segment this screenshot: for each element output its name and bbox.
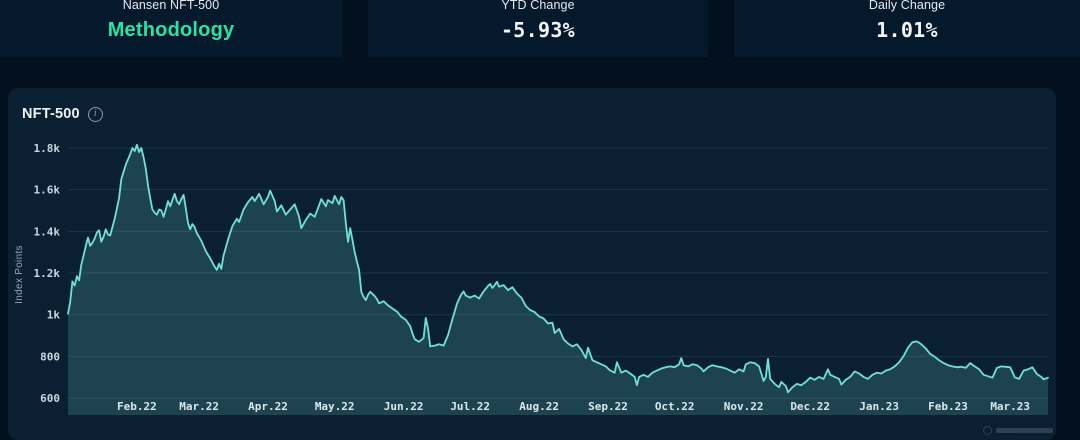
stat-card-row: Nansen NFT-500 Methodology YTD Change -5…	[0, 0, 1080, 58]
y-tick-label: 1.2k	[34, 267, 61, 280]
stat-card-ytd-change: YTD Change -5.93%	[368, 0, 708, 58]
chart-title: NFT-500	[22, 106, 80, 122]
x-tick-label: Nov.22	[724, 400, 764, 413]
y-tick-label: 1.8k	[34, 142, 61, 155]
stat-card-daily-change: Daily Change 1.01%	[734, 0, 1080, 58]
chart-title-row: NFT-500 i	[22, 104, 103, 124]
watermark-logo-icon	[983, 425, 992, 435]
x-tick-label: Sep.22	[588, 400, 628, 413]
x-tick-label: Oct.22	[655, 400, 695, 413]
y-tick-label: 1k	[47, 309, 61, 322]
index-chart-svg[interactable]: 1.8k 1.6k 1.4k 1.2k 1k 800 600 Feb.22 Mar.22 Apr.…	[8, 88, 1056, 435]
x-tick-label: Aug.22	[519, 400, 559, 413]
info-circle-icon[interactable]: i	[87, 106, 103, 122]
stat-card-index-name: Nansen NFT-500 Methodology	[0, 0, 342, 58]
stat-card-label: Daily Change	[868, 0, 946, 12]
stat-card-label: Nansen NFT-500	[122, 0, 220, 12]
x-tick-label: Mar.22	[179, 400, 219, 413]
stat-card-label: YTD Change	[501, 0, 575, 12]
ytd-change-value: -5.93%	[500, 18, 576, 42]
x-tick-label: May.22	[315, 400, 355, 413]
y-tick-label: 600	[40, 392, 60, 405]
methodology-link[interactable]: Methodology	[107, 19, 235, 41]
watermark-partial	[983, 424, 1053, 436]
y-tick-label: 1.6k	[34, 184, 61, 197]
y-tick-label: 800	[40, 350, 60, 363]
y-axis-label: Index Points	[14, 245, 25, 304]
x-tick-label: Apr.22	[248, 400, 288, 413]
chart-panel: NFT-500 i 1.8k 1.6k 1.4k 1.2k 1k 800 600 Feb.22…	[8, 88, 1056, 440]
x-tick-label: Feb.23	[928, 400, 968, 413]
y-tick-label: 1.4k	[34, 225, 61, 238]
x-tick-label: Dec.22	[790, 400, 830, 413]
x-tick-label: Jan.23	[859, 400, 899, 413]
x-tick-label: Feb.22	[117, 400, 157, 413]
x-tick-label: Mar.23	[990, 400, 1030, 413]
daily-change-value: 1.01%	[876, 18, 938, 42]
x-tick-label: Jun.22	[384, 400, 424, 413]
index-line	[67, 143, 1049, 394]
area-series-fill	[68, 144, 1048, 416]
x-tick-label: Jul.22	[450, 400, 490, 413]
